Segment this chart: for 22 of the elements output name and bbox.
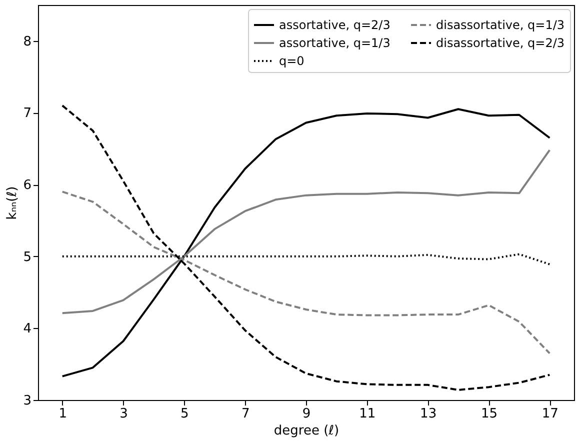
x-tick-label: 9	[302, 406, 311, 422]
y-tick-label: 5	[23, 250, 32, 265]
legend-label: q=0	[279, 54, 304, 68]
x-tick-label: 13	[420, 406, 437, 422]
y-tick-label: 6	[23, 178, 32, 194]
legend-label: assortative, q=1/3	[279, 36, 390, 50]
x-tick-label: 3	[120, 406, 128, 422]
x-axis-title: degree (ℓ)	[274, 424, 340, 438]
y-tick-label: 4	[23, 322, 32, 337]
legend-label: assortative, q=2/3	[279, 18, 390, 32]
x-tick-label: 1	[58, 406, 68, 422]
x-tick-label: 15	[480, 406, 498, 422]
y-tick-label: 7	[23, 106, 32, 122]
x-tick-label: 7	[241, 406, 250, 422]
legend-label: disassortative, q=2/3	[436, 36, 565, 50]
y-axis-title: kₙₙ(ℓ)	[5, 186, 20, 220]
y-tick-label: 8	[23, 34, 32, 50]
x-tick-label: 17	[542, 406, 558, 422]
legend-label: disassortative, q=1/3	[436, 18, 565, 32]
x-tick-label: 11	[359, 406, 376, 422]
y-tick-label: 3	[23, 394, 32, 408]
x-tick-label: 5	[180, 406, 189, 422]
